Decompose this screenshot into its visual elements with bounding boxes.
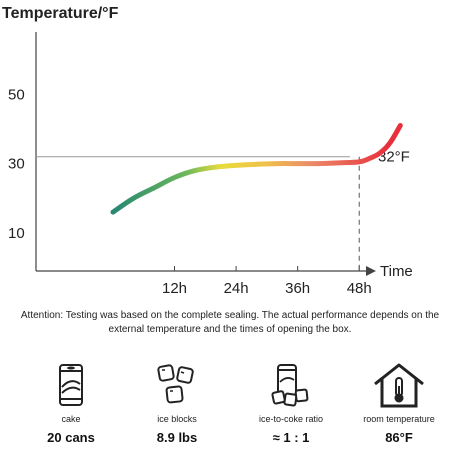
spec-ice: ice blocks 8.9 lbs [122,362,232,445]
spec-ratio: ice-to-coke ratio ≈ 1 : 1 [236,362,346,445]
y-tick-label: 10 [8,225,25,242]
temperature-curve [110,123,403,215]
x-tick-labels: 12h 24h 36h 48h [162,266,372,297]
spec-ratio-value: ≈ 1 : 1 [272,430,310,445]
y-tick-label: 30 [8,156,25,173]
spec-icons: cake 20 cans ice blocks 8.9 lbs [0,362,460,456]
spec-cans-label: cake [61,414,81,424]
house-thermometer-icon [374,363,424,408]
spec-room-temp: room temperature 86°F [344,362,454,445]
spec-cans: cake 20 cans [16,362,126,445]
x-axis-arrow [366,266,376,276]
chart-title: Temperature/°F [2,5,119,22]
ice-blocks-icon [157,364,194,404]
ice-coke-ratio-icon [271,364,309,407]
x-axis-label: Time [380,263,413,280]
y-tick-label: 50 [8,86,25,103]
attention-note: Attention: Testing was based on the comp… [20,310,440,335]
spec-ratio-label: ice-to-coke ratio [258,414,324,424]
reference-line-label: 32°F [378,149,410,166]
spec-ice-value: 8.9 lbs [156,430,198,445]
y-tick-labels: 10 30 50 [8,86,25,242]
x-tick-label: 12h [162,280,187,297]
spec-room-temp-value: 86°F [385,430,413,445]
x-tick-label: 48h [347,280,372,297]
spec-room-temp-label: room temperature [363,414,435,424]
spec-ice-label: ice blocks [157,414,197,424]
spec-cans-value: 20 cans [47,430,95,445]
x-tick-label: 24h [224,280,249,297]
can-icon [59,364,83,406]
x-tick-label: 36h [285,280,310,297]
